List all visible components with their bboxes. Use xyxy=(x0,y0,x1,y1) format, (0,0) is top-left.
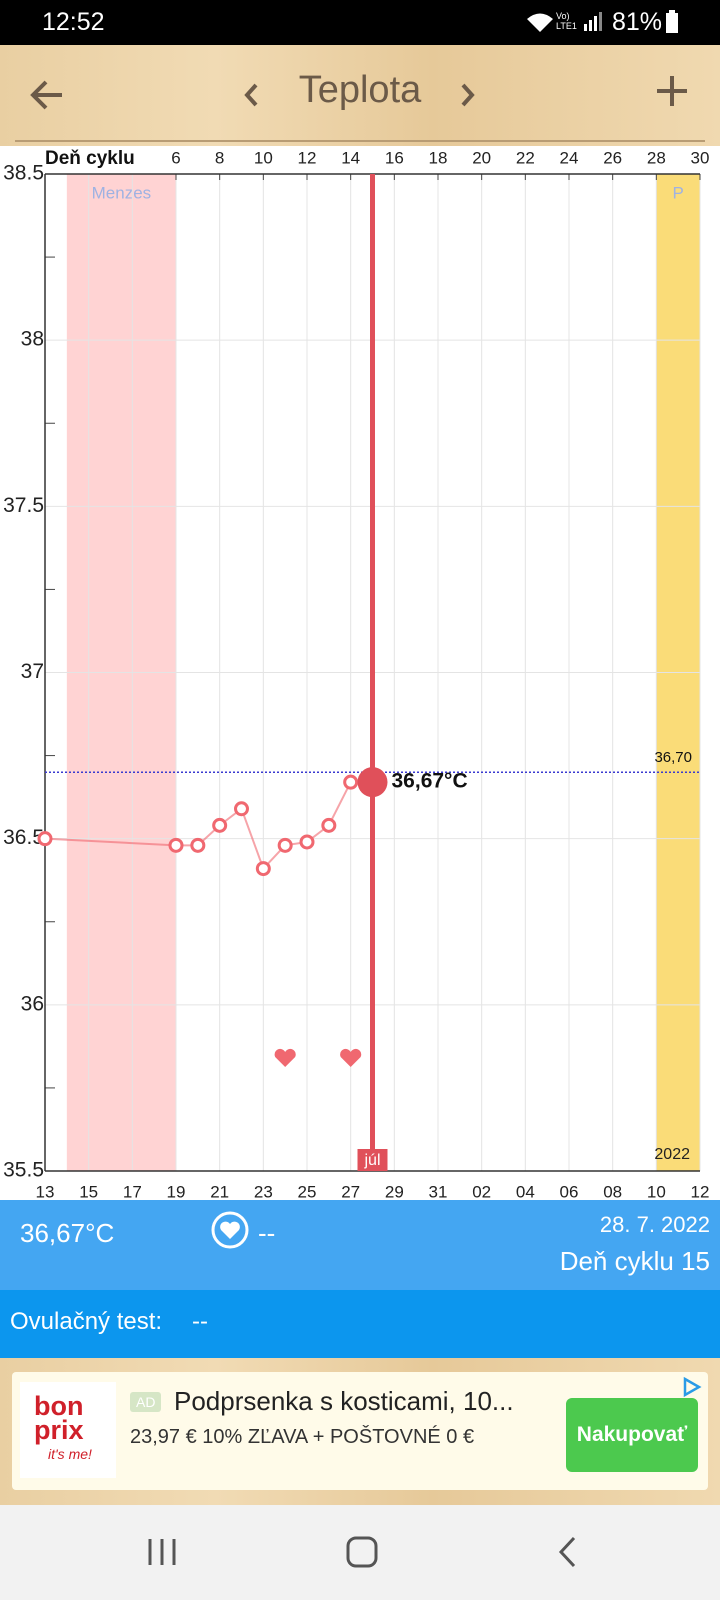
y-tick-label: 37 xyxy=(21,660,44,683)
temperature-point xyxy=(234,801,249,817)
y-tick-label: 36 xyxy=(21,992,44,1015)
intercourse-heart xyxy=(274,1048,296,1068)
x-tick-label: 10 xyxy=(647,1182,666,1200)
battery-level: 81% xyxy=(612,8,663,36)
x-tick-label: 04 xyxy=(516,1182,535,1200)
x-axis-title: Deň cyklu xyxy=(45,148,135,169)
ad-choices-icon[interactable] xyxy=(680,1376,702,1398)
navigation-bar xyxy=(0,1505,720,1600)
x-tick-label: 17 xyxy=(123,1182,142,1200)
month-label: júl xyxy=(363,1152,380,1169)
x-tick-label: 15 xyxy=(79,1182,98,1200)
x-tick-label: 06 xyxy=(560,1182,579,1200)
ad-card[interactable]: bon prix it's me! AD Podprsenka s kostic… xyxy=(12,1372,708,1490)
temperature-value: 36,67°C xyxy=(20,1218,115,1248)
ovulation-bar[interactable]: Ovulačný test: -- xyxy=(0,1290,720,1358)
add-button[interactable] xyxy=(654,73,690,109)
x-top-tick-label: 28 xyxy=(647,148,666,167)
x-top-tick-label: 30 xyxy=(691,148,710,167)
temperature-line xyxy=(44,781,352,871)
temperature-point xyxy=(168,837,184,853)
ad-badge: AD xyxy=(130,1392,162,1412)
y-tick-label: 36.5 xyxy=(3,826,44,849)
logo-line-2: prix xyxy=(34,1415,84,1445)
x-top-tick-label: 12 xyxy=(298,148,317,167)
cycle-day: Deň cyklu 15 xyxy=(559,1246,710,1276)
x-tick-label: 12 xyxy=(691,1182,710,1200)
x-top-tick-label: 10 xyxy=(254,148,273,167)
y-tick-label: 38.5 xyxy=(3,162,44,185)
temperature-point xyxy=(299,834,315,850)
info-bar: 36,67°C -- 28. 7. 2022 Deň cyklu 15 xyxy=(0,1200,720,1290)
back-button[interactable] xyxy=(28,75,68,115)
band-label: Menzes xyxy=(92,183,152,202)
current-point xyxy=(357,767,388,798)
year-label: 2022 xyxy=(654,1146,690,1163)
intercourse-heart xyxy=(340,1048,362,1068)
temperature-point xyxy=(321,817,337,833)
network-label: Vo) LTE1 xyxy=(556,11,577,31)
x-top-tick-label: 18 xyxy=(429,148,448,167)
header: Teplota xyxy=(0,45,720,146)
wifi-icon xyxy=(527,13,553,32)
ovulation-value: -- xyxy=(192,1308,208,1335)
x-tick-label: 08 xyxy=(603,1182,622,1200)
ad-button[interactable]: Nakupovať xyxy=(566,1398,698,1472)
temperature-point xyxy=(277,837,293,853)
month-badge xyxy=(357,1149,388,1171)
ad-subtitle: 23,97 € 10% ZĽAVA + POŠTOVNÉ 0 € xyxy=(130,1426,475,1448)
temperature-point xyxy=(212,817,228,833)
x-top-tick-label: 20 xyxy=(472,148,491,167)
home-button[interactable] xyxy=(345,1535,379,1569)
x-top-tick-label: 6 xyxy=(171,148,180,167)
temperature-point xyxy=(343,774,359,790)
current-value-label: 36,67°C xyxy=(392,770,468,793)
x-top-tick-label: 16 xyxy=(385,148,404,167)
battery-icon xyxy=(666,10,678,33)
temperature-point xyxy=(37,831,53,847)
x-tick-label: 27 xyxy=(341,1182,360,1200)
y-tick-label: 38 xyxy=(21,328,44,351)
x-tick-label: 25 xyxy=(298,1182,317,1200)
recents-button[interactable] xyxy=(145,1535,179,1569)
x-tick-label: 19 xyxy=(167,1182,186,1200)
intercourse-value: -- xyxy=(258,1218,276,1248)
date: 28. 7. 2022 xyxy=(599,1212,710,1237)
status-bar: 12:52 Vo) LTE1 81% xyxy=(0,0,720,45)
x-tick-label: 29 xyxy=(385,1182,404,1200)
y-tick-label: 37.5 xyxy=(3,494,44,517)
temperature-point xyxy=(255,861,271,877)
previous-button[interactable] xyxy=(240,79,264,111)
x-top-tick-label: 22 xyxy=(516,148,535,167)
x-tick-label: 31 xyxy=(429,1182,448,1200)
system-back-button[interactable] xyxy=(552,1535,586,1569)
signal-icon xyxy=(584,12,602,31)
ad-logo: bon prix it's me! xyxy=(20,1382,116,1478)
y-tick-label: 35.5 xyxy=(3,1159,44,1182)
logo-line-1: bon xyxy=(34,1391,84,1421)
temperature-chart: Menzes P 13 15 17 19 21 23 25 27 29 31 02 04 06 08 10 12 3… xyxy=(3,148,710,1200)
x-tick-label: 21 xyxy=(210,1182,229,1200)
reference-label: 36,70 xyxy=(654,749,692,766)
ovulation-label: Ovulačný test: xyxy=(10,1308,163,1335)
heart-icon xyxy=(211,1211,249,1249)
x-top-tick-label: 24 xyxy=(560,148,579,167)
ad-area: bon prix it's me! AD Podprsenka s kostic… xyxy=(0,1358,720,1505)
x-top-tick-label: 26 xyxy=(603,148,622,167)
clock: 12:52 xyxy=(42,8,105,36)
logo-tagline: it's me! xyxy=(48,1446,92,1462)
x-tick-label: 02 xyxy=(472,1182,491,1200)
screen-title: Teplota xyxy=(298,69,422,111)
band-label: P xyxy=(672,183,683,202)
next-button[interactable] xyxy=(455,79,479,111)
x-top-tick-label: 8 xyxy=(215,148,224,167)
temperature-point xyxy=(190,837,206,853)
x-tick-label: 23 xyxy=(254,1182,273,1200)
x-tick-label: 13 xyxy=(36,1182,55,1200)
x-top-tick-label: 14 xyxy=(341,148,360,167)
header-divider xyxy=(15,140,705,142)
ad-title: Podprsenka s kosticami, 10... xyxy=(174,1386,514,1416)
